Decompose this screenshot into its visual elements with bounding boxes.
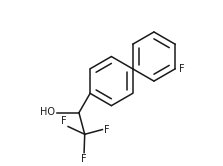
Text: F: F [179, 64, 184, 74]
Text: F: F [61, 116, 66, 126]
Text: HO: HO [40, 107, 55, 117]
Text: F: F [81, 154, 87, 164]
Text: F: F [103, 124, 109, 135]
